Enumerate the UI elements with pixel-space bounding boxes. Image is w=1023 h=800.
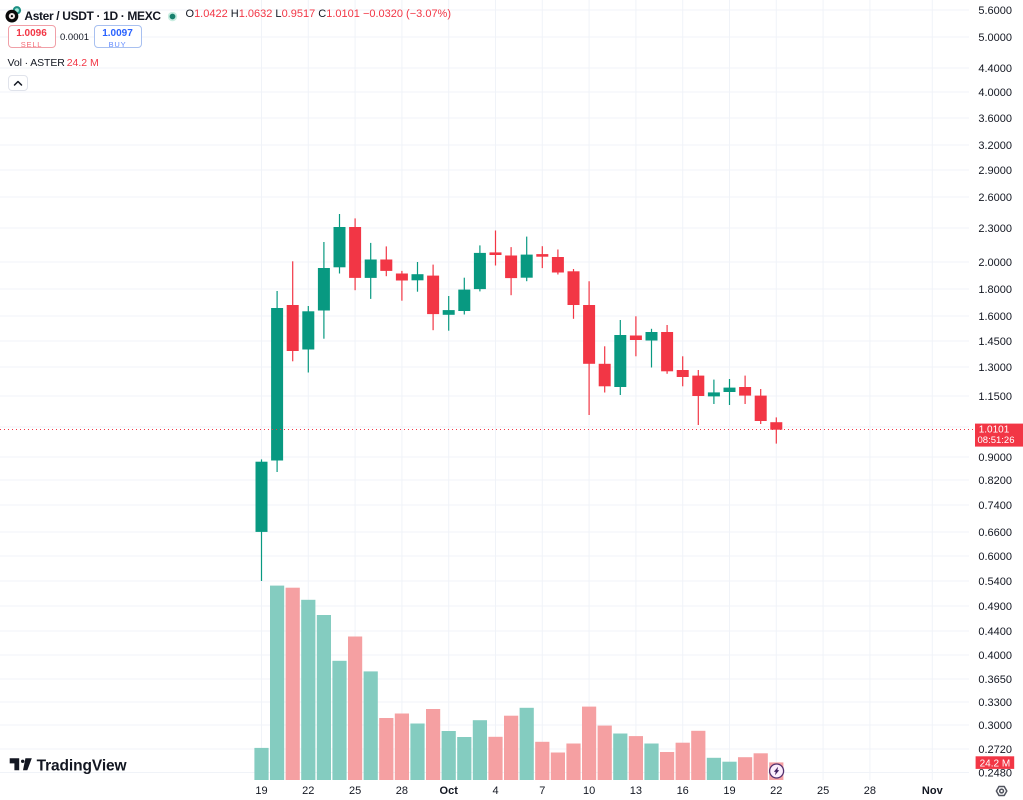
svg-text:0.3650: 0.3650 xyxy=(978,674,1012,686)
svg-text:4.0000: 4.0000 xyxy=(978,87,1012,99)
svg-text:Oct: Oct xyxy=(440,785,459,797)
svg-text:4.4000: 4.4000 xyxy=(978,63,1012,75)
svg-text:22: 22 xyxy=(302,785,314,797)
svg-text:24.2 M: 24.2 M xyxy=(980,759,1011,770)
svg-text:0.8200: 0.8200 xyxy=(978,475,1012,487)
svg-text:19: 19 xyxy=(723,785,735,797)
svg-text:1.0101: 1.0101 xyxy=(979,425,1010,436)
svg-text:4: 4 xyxy=(492,785,498,797)
svg-text:0.3000: 0.3000 xyxy=(978,720,1012,732)
svg-text:0.2480: 0.2480 xyxy=(978,767,1012,779)
svg-text:10: 10 xyxy=(583,785,595,797)
svg-text:5.0000: 5.0000 xyxy=(978,32,1012,44)
svg-text:1.3000: 1.3000 xyxy=(978,362,1012,374)
svg-text:0.5400: 0.5400 xyxy=(978,576,1012,588)
svg-text:2.0000: 2.0000 xyxy=(978,257,1012,269)
svg-text:0.4400: 0.4400 xyxy=(978,626,1012,638)
svg-text:1.4500: 1.4500 xyxy=(978,336,1012,348)
svg-text:0.6600: 0.6600 xyxy=(978,527,1012,539)
svg-text:19: 19 xyxy=(255,785,267,797)
svg-text:TradingView: TradingView xyxy=(37,757,128,774)
svg-text:7: 7 xyxy=(539,785,545,797)
svg-text:16: 16 xyxy=(677,785,689,797)
svg-text:3.6000: 3.6000 xyxy=(978,113,1012,125)
svg-text:3.2000: 3.2000 xyxy=(978,140,1012,152)
svg-text:2.6000: 2.6000 xyxy=(978,192,1012,204)
svg-text:0.4900: 0.4900 xyxy=(978,601,1012,613)
svg-text:22: 22 xyxy=(770,785,782,797)
svg-text:25: 25 xyxy=(349,785,361,797)
svg-text:2.9000: 2.9000 xyxy=(978,165,1012,177)
svg-text:0.6000: 0.6000 xyxy=(978,551,1012,563)
svg-text:2.3000: 2.3000 xyxy=(978,223,1012,235)
svg-text:0.3300: 0.3300 xyxy=(978,697,1012,709)
svg-text:28: 28 xyxy=(864,785,876,797)
svg-text:0.9000: 0.9000 xyxy=(978,452,1012,464)
svg-text:0.4000: 0.4000 xyxy=(978,650,1012,662)
svg-text:25: 25 xyxy=(817,785,829,797)
svg-text:1.1500: 1.1500 xyxy=(978,391,1012,403)
svg-text:Nov: Nov xyxy=(922,785,944,797)
svg-text:1.8000: 1.8000 xyxy=(978,284,1012,296)
svg-text:13: 13 xyxy=(630,785,642,797)
svg-text:5.6000: 5.6000 xyxy=(978,5,1012,17)
svg-text:28: 28 xyxy=(396,785,408,797)
svg-text:0.2720: 0.2720 xyxy=(978,744,1012,756)
svg-text:08:51:26: 08:51:26 xyxy=(978,435,1015,446)
svg-text:0.7400: 0.7400 xyxy=(978,500,1012,512)
svg-text:1.6000: 1.6000 xyxy=(978,311,1012,323)
